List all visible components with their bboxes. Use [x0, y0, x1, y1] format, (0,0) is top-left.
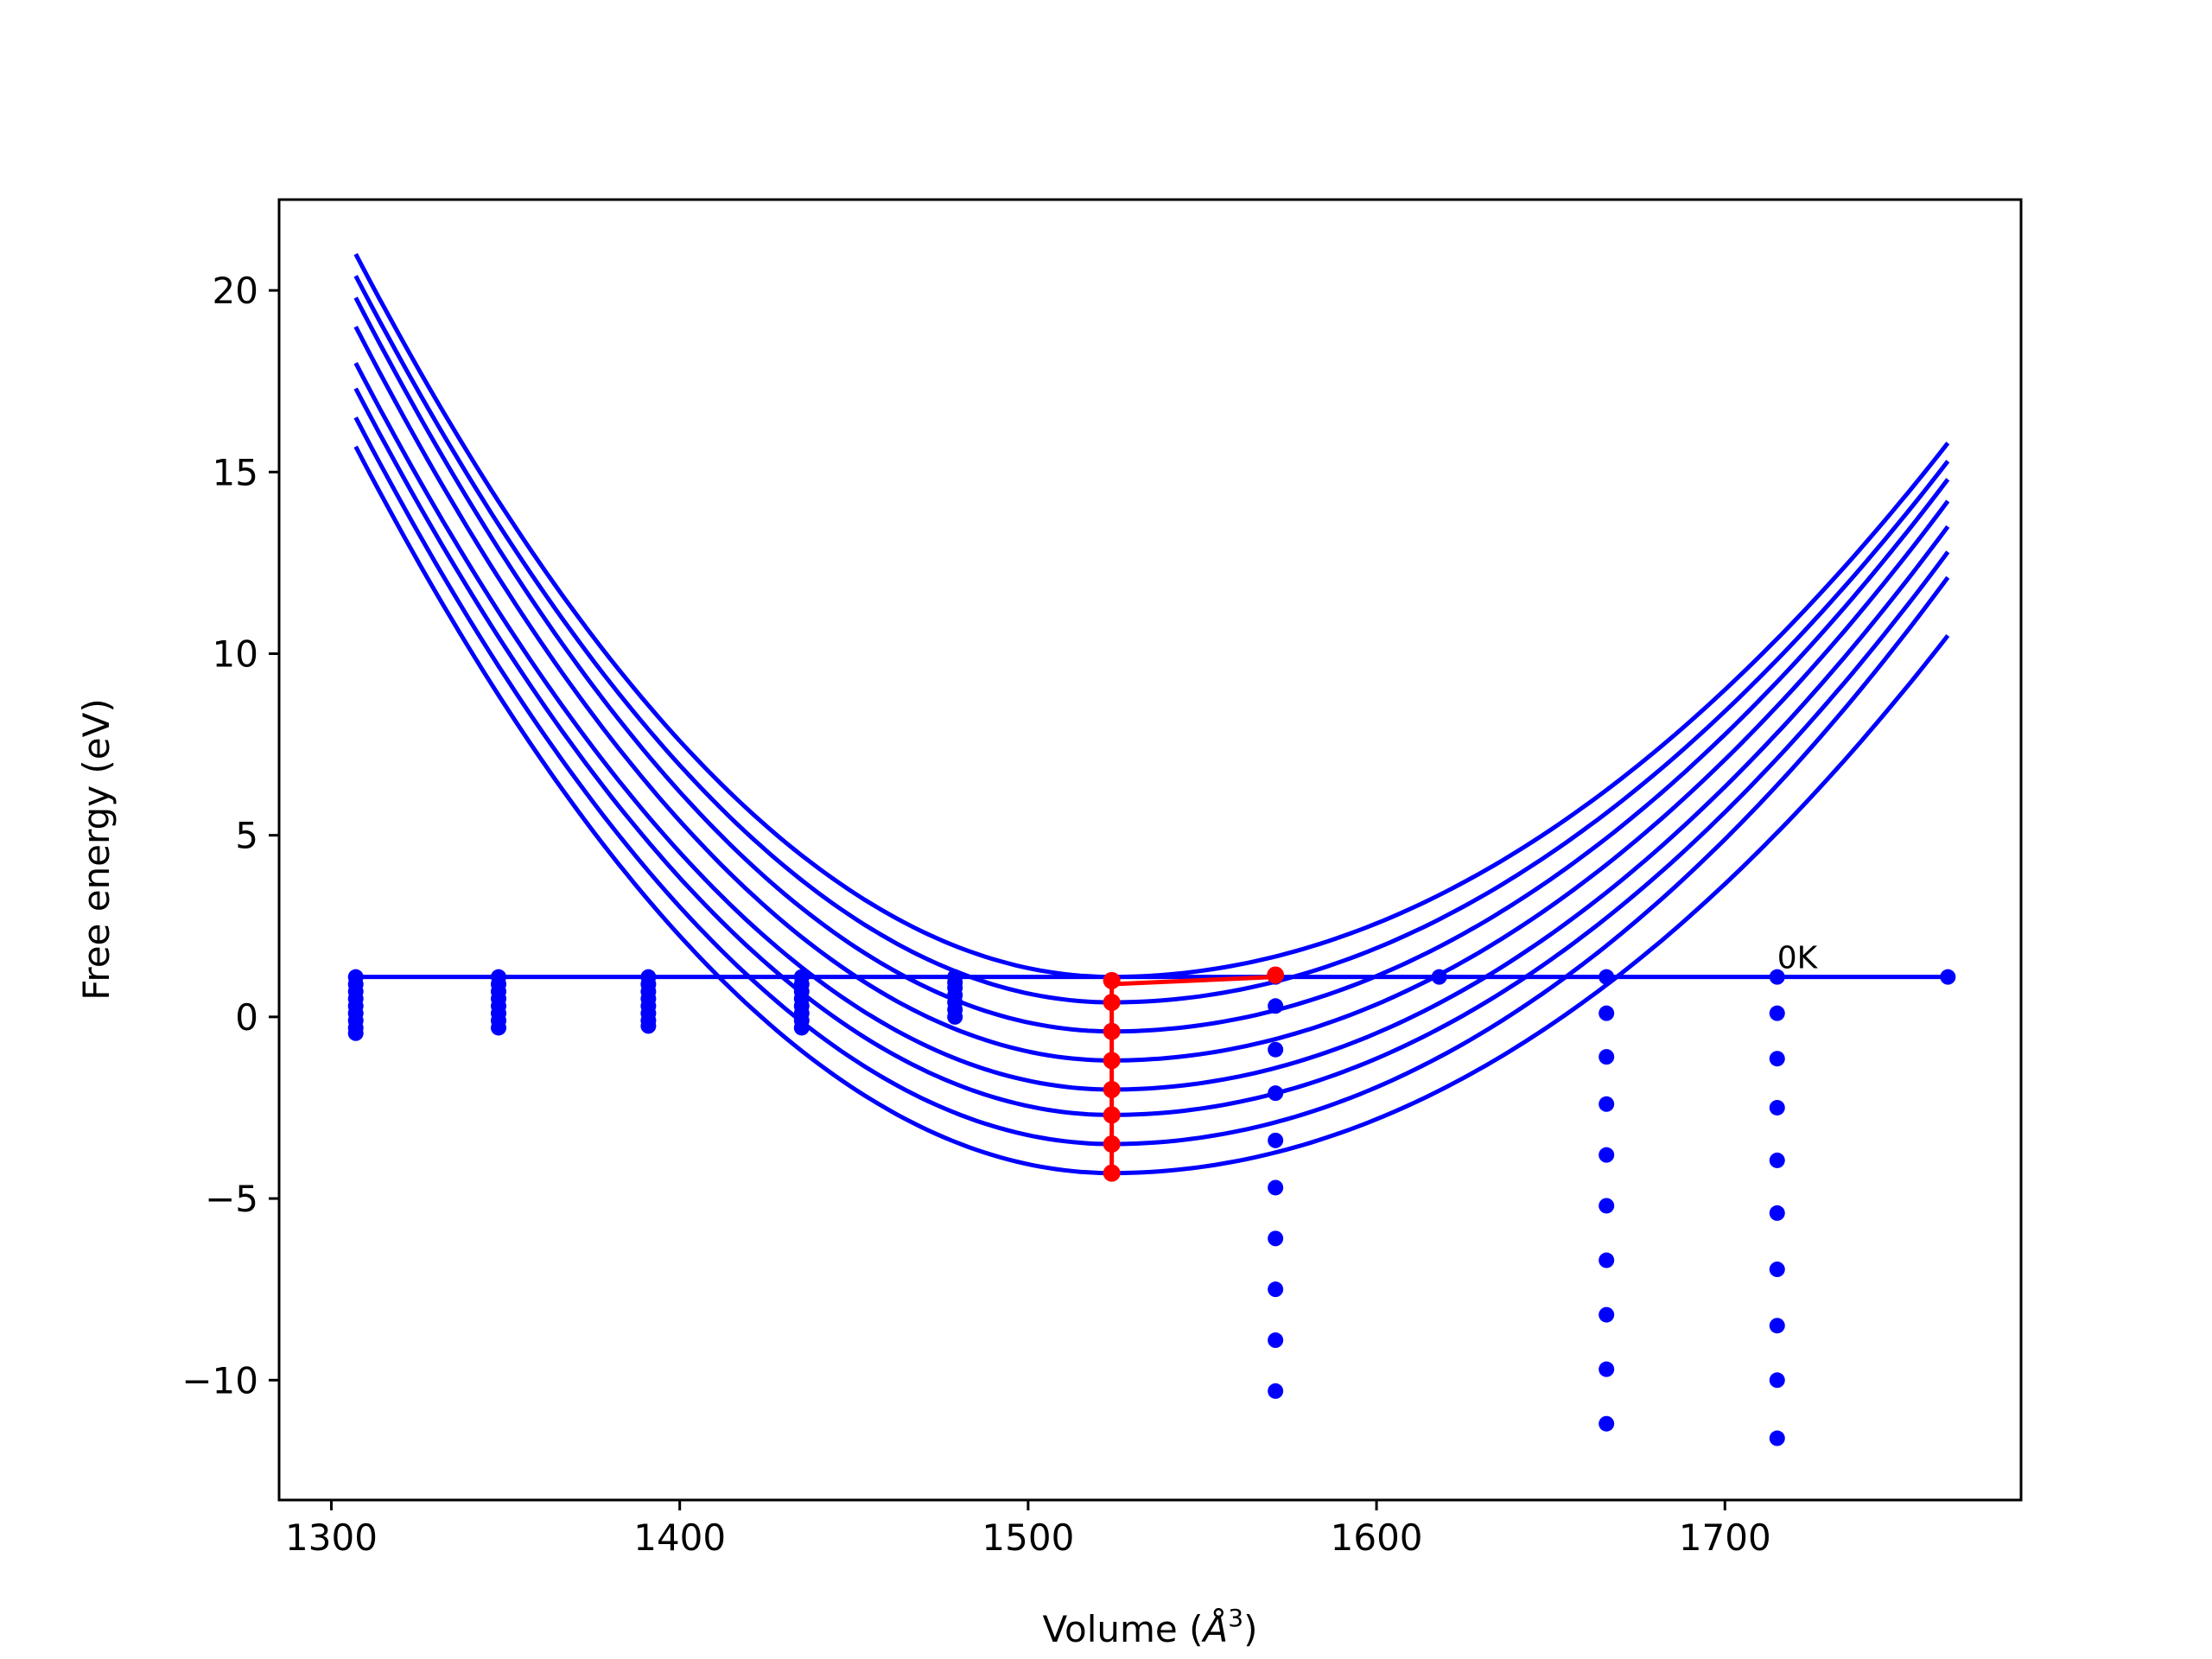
minimum-point-8 — [1103, 1164, 1121, 1182]
data-point-8-4 — [1769, 1152, 1785, 1168]
free-energy-curve-2 — [353, 296, 1950, 1034]
data-point-7-2 — [1599, 1049, 1615, 1065]
data-point-7-0 — [1599, 969, 1615, 985]
data-point-5-3 — [1268, 1085, 1284, 1102]
minimum-point-6 — [1103, 1106, 1121, 1124]
plot-frame — [277, 198, 2023, 1502]
data-point-6-0 — [1431, 969, 1447, 985]
free-energy-curve-4 — [353, 362, 1950, 1092]
x-tick-label-0: 1300 — [285, 1516, 378, 1559]
free-energy-curve-5 — [353, 387, 1950, 1117]
data-point-7-4 — [1599, 1147, 1615, 1163]
data-point-8-3 — [1769, 1099, 1785, 1116]
annotation-0k: 0K — [1777, 940, 1819, 976]
data-point-4-6 — [947, 1008, 963, 1025]
data-point-8-7 — [1769, 1318, 1785, 1334]
x-axis-label-text: Volume ( — [1043, 1608, 1204, 1650]
minimum-point-2 — [1103, 994, 1121, 1012]
data-point-9-0 — [1940, 969, 1956, 985]
minimum-point-0 — [1267, 966, 1285, 984]
y-tick-label-3: 5 — [235, 815, 258, 857]
free-energy-curve-1 — [353, 275, 1950, 1005]
x-axis-label-unit: Å — [1201, 1607, 1229, 1650]
data-point-7-9 — [1599, 1415, 1615, 1432]
data-point-5-5 — [1268, 1179, 1284, 1196]
data-point-5-6 — [1268, 1230, 1284, 1247]
data-point-8-6 — [1769, 1262, 1785, 1278]
x-axis-label-close: ) — [1243, 1608, 1257, 1650]
data-point-7-6 — [1599, 1252, 1615, 1268]
minimum-point-3 — [1103, 1022, 1121, 1040]
minimum-point-7 — [1103, 1135, 1121, 1154]
data-point-8-1 — [1769, 1005, 1785, 1021]
y-tick-label-0: −10 — [181, 1359, 258, 1402]
data-point-8-9 — [1769, 1430, 1785, 1446]
data-point-8-2 — [1769, 1051, 1785, 1067]
y-axis-ticks: −10 −5 0 5 10 15 20 — [181, 270, 279, 1402]
data-point-8-8 — [1769, 1372, 1785, 1389]
data-point-5-9 — [1268, 1382, 1284, 1399]
y-tick-label-6: 20 — [213, 270, 258, 312]
data-point-0-8 — [347, 1025, 364, 1041]
data-point-7-5 — [1599, 1198, 1615, 1214]
data-point-2-7 — [640, 1018, 657, 1034]
data-point-5-8 — [1268, 1332, 1284, 1349]
data-point-1-7 — [491, 1020, 507, 1036]
data-point-8-5 — [1769, 1205, 1785, 1221]
data-point-5-2 — [1268, 1041, 1284, 1058]
free-energy-curve-6 — [353, 416, 1950, 1147]
x-tick-label-4: 1700 — [1679, 1516, 1771, 1559]
y-axis-label: Free energy (eV) — [75, 698, 118, 1001]
y-tick-label-2: 0 — [235, 996, 258, 1039]
data-point-7-8 — [1599, 1361, 1615, 1377]
plot-content — [347, 252, 1956, 1446]
data-point-3-7 — [793, 1020, 810, 1036]
free-energy-curve-7 — [353, 445, 1950, 1176]
x-tick-label-3: 1600 — [1331, 1516, 1423, 1559]
data-point-7-1 — [1599, 1005, 1615, 1021]
y-tick-label-1: −5 — [205, 1178, 258, 1220]
data-point-8-0 — [1769, 969, 1785, 985]
free-energy-curve-3 — [353, 325, 1950, 1063]
data-point-5-4 — [1268, 1132, 1284, 1148]
x-tick-label-2: 1500 — [982, 1516, 1074, 1559]
y-tick-label-4: 10 — [213, 632, 258, 675]
minimum-point-1 — [1103, 971, 1121, 989]
x-tick-label-1: 1400 — [633, 1516, 726, 1559]
minimum-point-5 — [1103, 1080, 1121, 1098]
x-axis-ticks: 1300 1400 1500 1600 1700 — [285, 1500, 1771, 1559]
x-axis-label: Volume (Å3) — [1043, 1604, 1258, 1650]
y-tick-label-5: 15 — [213, 451, 258, 493]
data-point-7-3 — [1599, 1096, 1615, 1112]
x-axis-label-exponent: 3 — [1228, 1604, 1243, 1632]
data-point-5-1 — [1268, 998, 1284, 1014]
minimum-point-4 — [1103, 1052, 1121, 1070]
data-point-7-7 — [1599, 1306, 1615, 1323]
data-point-5-7 — [1268, 1281, 1284, 1298]
